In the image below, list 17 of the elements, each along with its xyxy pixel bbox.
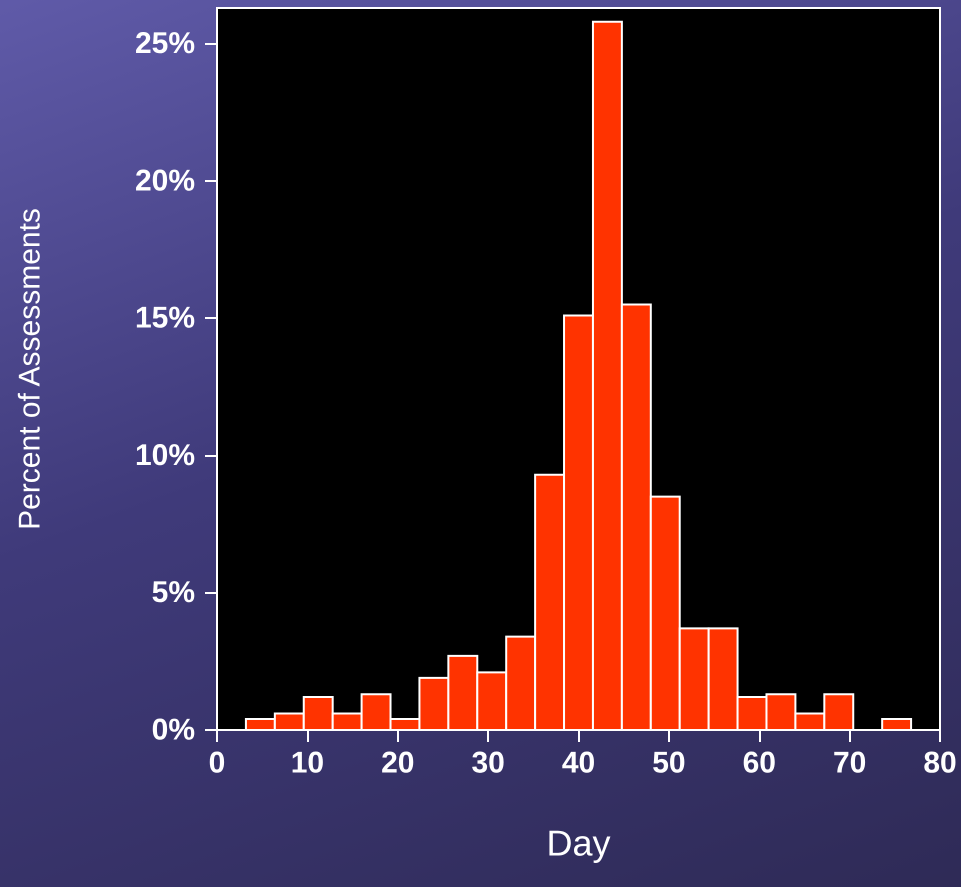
- y-axis-title: Percent of Assessments: [14, 208, 46, 530]
- y-tick-label: 20%: [134, 164, 195, 198]
- x-tick-label: 0: [208, 746, 226, 780]
- x-tick-label: 40: [562, 746, 596, 780]
- x-tick-label: 50: [652, 746, 686, 780]
- y-tick-label: 25%: [134, 27, 195, 60]
- x-axis-title: Day: [546, 822, 611, 864]
- x-tick-label: 20: [381, 746, 414, 780]
- y-tick-label: 10%: [134, 438, 195, 472]
- x-tick-label: 30: [471, 746, 505, 780]
- y-tick-label: 5%: [152, 576, 195, 610]
- x-tick-label: 80: [923, 746, 957, 780]
- x-tick-label: 60: [742, 746, 776, 780]
- y-tick-label: 0%: [152, 714, 195, 746]
- x-tick-label: 10: [290, 746, 324, 780]
- y-tick-label: 15%: [134, 302, 195, 335]
- x-tick-label: 70: [832, 746, 866, 780]
